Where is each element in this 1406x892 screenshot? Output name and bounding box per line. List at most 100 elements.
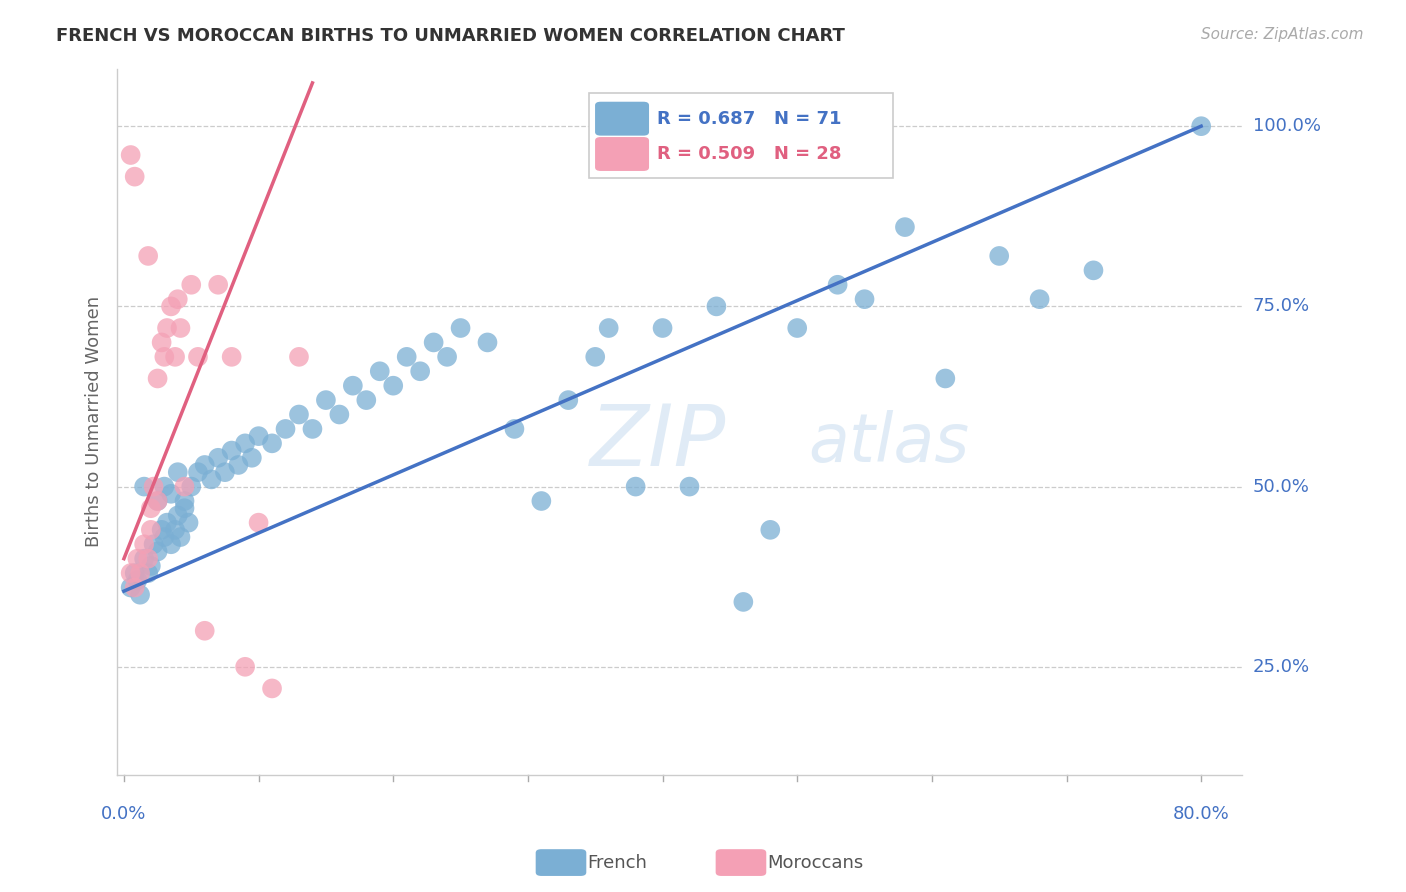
Point	[221, 443, 243, 458]
Point	[214, 465, 236, 479]
Point	[142, 480, 165, 494]
Point	[136, 551, 159, 566]
Point	[436, 350, 458, 364]
Point	[156, 516, 179, 530]
Text: French: French	[588, 854, 648, 871]
Point	[240, 450, 263, 465]
Point	[557, 393, 579, 408]
FancyBboxPatch shape	[595, 137, 650, 171]
Point	[221, 350, 243, 364]
Point	[134, 537, 156, 551]
Point	[706, 299, 728, 313]
Text: R = 0.687   N = 71: R = 0.687 N = 71	[657, 110, 841, 128]
Point	[165, 350, 187, 364]
FancyBboxPatch shape	[595, 102, 650, 136]
Point	[733, 595, 755, 609]
Point	[247, 516, 270, 530]
Point	[150, 335, 173, 350]
Point	[156, 321, 179, 335]
Point	[129, 588, 152, 602]
Point	[260, 681, 283, 696]
Point	[124, 581, 146, 595]
Point	[1189, 119, 1212, 133]
Point	[153, 530, 176, 544]
Point	[153, 350, 176, 364]
Text: 25.0%: 25.0%	[1253, 657, 1310, 676]
Point	[120, 148, 142, 162]
Point	[247, 429, 270, 443]
Point	[274, 422, 297, 436]
Point	[136, 249, 159, 263]
Point	[136, 566, 159, 580]
Point	[301, 422, 323, 436]
Point	[134, 551, 156, 566]
Point	[1028, 292, 1050, 306]
Point	[166, 465, 188, 479]
Point	[315, 393, 337, 408]
Point	[146, 494, 169, 508]
Point	[173, 501, 195, 516]
Point	[598, 321, 620, 335]
Point	[169, 530, 191, 544]
Point	[139, 523, 162, 537]
Point	[173, 494, 195, 508]
Point	[288, 408, 311, 422]
Text: 100.0%: 100.0%	[1253, 117, 1320, 136]
Text: FRENCH VS MOROCCAN BIRTHS TO UNMARRIED WOMEN CORRELATION CHART: FRENCH VS MOROCCAN BIRTHS TO UNMARRIED W…	[56, 27, 845, 45]
Point	[146, 371, 169, 385]
Point	[180, 480, 202, 494]
Point	[503, 422, 526, 436]
Point	[395, 350, 418, 364]
Point	[127, 574, 149, 588]
Point	[134, 480, 156, 494]
Point	[988, 249, 1011, 263]
Text: ZIP: ZIP	[589, 401, 725, 484]
Y-axis label: Births to Unmarried Women: Births to Unmarried Women	[86, 296, 103, 548]
Point	[124, 169, 146, 184]
Point	[194, 624, 217, 638]
Text: 80.0%: 80.0%	[1173, 805, 1230, 823]
Point	[260, 436, 283, 450]
Point	[187, 350, 209, 364]
Point	[1083, 263, 1105, 277]
Point	[150, 523, 173, 537]
Point	[228, 458, 250, 472]
Point	[139, 558, 162, 573]
Point	[173, 480, 195, 494]
Point	[153, 480, 176, 494]
Point	[422, 335, 444, 350]
Text: R = 0.509   N = 28: R = 0.509 N = 28	[657, 145, 841, 163]
Point	[160, 537, 183, 551]
Point	[328, 408, 350, 422]
Point	[624, 480, 647, 494]
Point	[786, 321, 808, 335]
Point	[142, 537, 165, 551]
Point	[120, 566, 142, 580]
Point	[127, 551, 149, 566]
Point	[530, 494, 553, 508]
Point	[187, 465, 209, 479]
Point	[166, 508, 188, 523]
Point	[194, 458, 217, 472]
Point	[894, 220, 917, 235]
Point	[139, 501, 162, 516]
Text: 75.0%: 75.0%	[1253, 297, 1310, 316]
Text: Moroccans: Moroccans	[768, 854, 863, 871]
Point	[853, 292, 876, 306]
Point	[477, 335, 499, 350]
Point	[166, 292, 188, 306]
Point	[160, 299, 183, 313]
Point	[146, 544, 169, 558]
Point	[146, 494, 169, 508]
Text: 0.0%: 0.0%	[101, 805, 146, 823]
Point	[120, 581, 142, 595]
Point	[356, 393, 378, 408]
Point	[583, 350, 606, 364]
Point	[233, 436, 256, 450]
Point	[450, 321, 472, 335]
Point	[124, 566, 146, 580]
Point	[368, 364, 391, 378]
Text: 50.0%: 50.0%	[1253, 477, 1309, 496]
Point	[678, 480, 700, 494]
Point	[233, 660, 256, 674]
